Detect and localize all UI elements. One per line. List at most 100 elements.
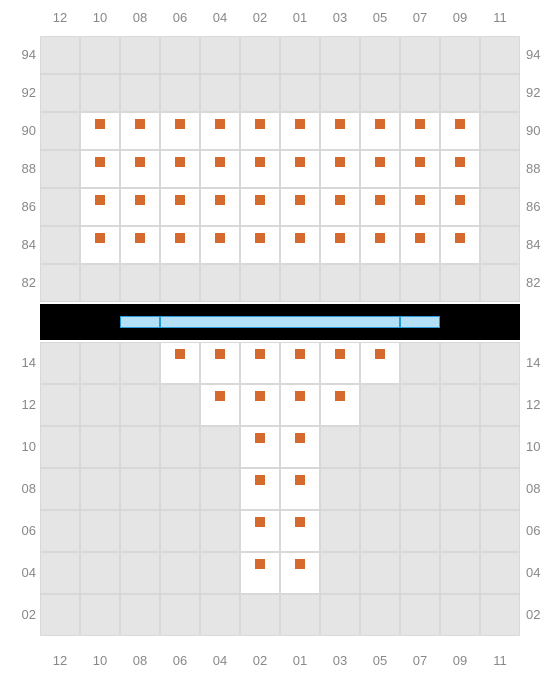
grid-cell xyxy=(320,510,360,552)
seat-marker xyxy=(255,559,265,569)
seat[interactable] xyxy=(200,226,240,264)
seat[interactable] xyxy=(160,112,200,150)
seat-marker xyxy=(215,195,225,205)
col-label-top: 06 xyxy=(160,10,200,25)
row-label-right: 86 xyxy=(526,199,554,214)
seat[interactable] xyxy=(240,112,280,150)
grid-cell xyxy=(120,36,160,74)
col-label-top: 03 xyxy=(320,10,360,25)
seat[interactable] xyxy=(360,112,400,150)
seat-marker xyxy=(95,195,105,205)
grid-cell xyxy=(280,264,320,302)
seat[interactable] xyxy=(440,188,480,226)
seat[interactable] xyxy=(80,112,120,150)
seat[interactable] xyxy=(360,150,400,188)
seat[interactable] xyxy=(320,188,360,226)
grid-cell xyxy=(440,36,480,74)
grid-cell xyxy=(80,426,120,468)
seat[interactable] xyxy=(320,150,360,188)
seat[interactable] xyxy=(120,188,160,226)
col-label-top: 07 xyxy=(400,10,440,25)
seat[interactable] xyxy=(160,226,200,264)
grid-cell xyxy=(440,552,480,594)
grid-cell xyxy=(360,594,400,636)
grid-cell xyxy=(80,342,120,384)
grid-cell xyxy=(40,552,80,594)
grid-cell xyxy=(40,74,80,112)
seat-marker xyxy=(295,391,305,401)
grid-cell xyxy=(480,468,520,510)
grid-cell xyxy=(280,36,320,74)
grid-cell xyxy=(480,342,520,384)
grid-cell xyxy=(200,468,240,510)
seat[interactable] xyxy=(200,150,240,188)
seat[interactable] xyxy=(240,226,280,264)
row-label-right: 06 xyxy=(526,523,554,538)
grid-cell xyxy=(440,468,480,510)
seat[interactable] xyxy=(120,112,160,150)
seat-marker xyxy=(375,349,385,359)
seat-marker xyxy=(175,233,185,243)
seat-marker xyxy=(375,157,385,167)
seat-marker xyxy=(255,119,265,129)
seat-marker xyxy=(255,433,265,443)
seat[interactable] xyxy=(280,112,320,150)
grid-cell xyxy=(200,264,240,302)
seat-marker xyxy=(215,349,225,359)
grid-cell xyxy=(40,468,80,510)
seat-marker xyxy=(335,119,345,129)
grid-cell xyxy=(440,74,480,112)
seat[interactable] xyxy=(400,226,440,264)
seat[interactable] xyxy=(240,150,280,188)
grid-cell xyxy=(200,426,240,468)
grid-cell xyxy=(320,36,360,74)
grid-cell xyxy=(440,426,480,468)
grid-cell xyxy=(40,342,80,384)
seat[interactable] xyxy=(360,226,400,264)
seat[interactable] xyxy=(280,150,320,188)
seat[interactable] xyxy=(360,188,400,226)
grid-cell xyxy=(160,552,200,594)
seat[interactable] xyxy=(440,226,480,264)
seat-marker xyxy=(215,119,225,129)
seat[interactable] xyxy=(320,112,360,150)
row-label-left: 94 xyxy=(8,47,36,62)
seat[interactable] xyxy=(280,188,320,226)
seat-marker xyxy=(295,475,305,485)
seat[interactable] xyxy=(160,188,200,226)
seat[interactable] xyxy=(120,150,160,188)
grid-cell xyxy=(320,594,360,636)
seat[interactable] xyxy=(440,150,480,188)
seat[interactable] xyxy=(440,112,480,150)
seat[interactable] xyxy=(120,226,160,264)
seat[interactable] xyxy=(400,188,440,226)
grid-cell xyxy=(40,150,80,188)
seat[interactable] xyxy=(160,150,200,188)
row-label-right: 08 xyxy=(526,481,554,496)
col-label-bottom: 06 xyxy=(160,653,200,668)
grid-cell xyxy=(120,384,160,426)
seat[interactable] xyxy=(280,226,320,264)
grid-cell xyxy=(400,384,440,426)
grid-cell xyxy=(160,468,200,510)
row-label-left: 92 xyxy=(8,85,36,100)
seat[interactable] xyxy=(80,150,120,188)
seat-marker xyxy=(175,349,185,359)
seat[interactable] xyxy=(320,226,360,264)
seat[interactable] xyxy=(200,188,240,226)
grid-cell xyxy=(40,264,80,302)
seat[interactable] xyxy=(400,112,440,150)
seat-marker xyxy=(95,233,105,243)
stage-segment xyxy=(160,316,400,328)
seat-marker xyxy=(135,119,145,129)
seat-marker xyxy=(295,433,305,443)
grid-cell xyxy=(360,264,400,302)
seat[interactable] xyxy=(80,226,120,264)
grid-cell xyxy=(440,264,480,302)
grid-cell xyxy=(200,36,240,74)
seat[interactable] xyxy=(80,188,120,226)
seat[interactable] xyxy=(200,112,240,150)
seat[interactable] xyxy=(400,150,440,188)
seat[interactable] xyxy=(240,188,280,226)
grid-cell xyxy=(400,74,440,112)
